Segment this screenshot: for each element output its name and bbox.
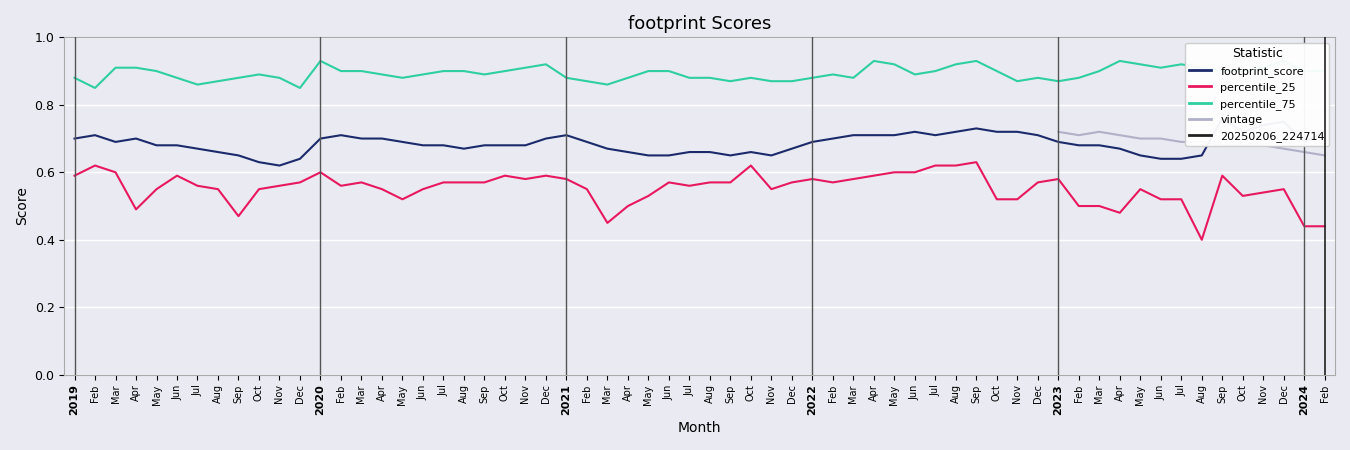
vintage [1296,149,1312,155]
vintage [1316,153,1332,158]
percentile_25 [169,173,185,178]
vintage [1214,143,1230,148]
percentile_75 [189,82,205,87]
footprint_score [1214,116,1230,121]
percentile_75 [435,68,451,74]
percentile_25 [1173,197,1189,202]
footprint_score [702,149,718,155]
percentile_75 [66,75,82,81]
vintage [1235,143,1251,148]
percentile_75 [1193,65,1210,70]
percentile_75 [1316,68,1332,74]
percentile_25 [825,180,841,185]
footprint_score [271,163,288,168]
footprint_score [414,143,431,148]
percentile_25 [1316,224,1332,229]
Line: footprint_score: footprint_score [74,118,1324,166]
percentile_75 [312,58,328,63]
Line: percentile_25: percentile_25 [74,162,1324,240]
vintage [1050,129,1066,135]
footprint_score [845,132,861,138]
Legend: footprint_score, percentile_25, percentile_75, vintage, 20250206_224714: footprint_score, percentile_25, percenti… [1185,43,1330,146]
percentile_25 [312,170,328,175]
footprint_score [169,143,185,148]
percentile_75 [354,68,370,74]
percentile_25 [682,183,698,189]
vintage [1111,132,1127,138]
vintage [1071,132,1087,138]
vintage [1256,143,1272,148]
Title: footprint Scores: footprint Scores [628,15,771,33]
percentile_25 [968,159,984,165]
vintage [1193,139,1210,144]
vintage [1173,139,1189,144]
footprint_score [1173,156,1189,162]
percentile_75 [722,78,738,84]
X-axis label: Month: Month [678,421,721,435]
vintage [1276,146,1292,151]
percentile_25 [1193,237,1210,243]
percentile_75 [86,85,103,90]
Line: vintage: vintage [1058,132,1324,155]
Line: percentile_75: percentile_75 [74,61,1324,88]
percentile_75 [865,58,882,63]
Y-axis label: Score: Score [15,187,28,225]
vintage [1091,129,1107,135]
footprint_score [66,136,82,141]
footprint_score [1316,129,1332,135]
footprint_score [333,132,350,138]
percentile_25 [394,197,410,202]
percentile_25 [66,173,82,178]
vintage [1133,136,1149,141]
vintage [1153,136,1169,141]
